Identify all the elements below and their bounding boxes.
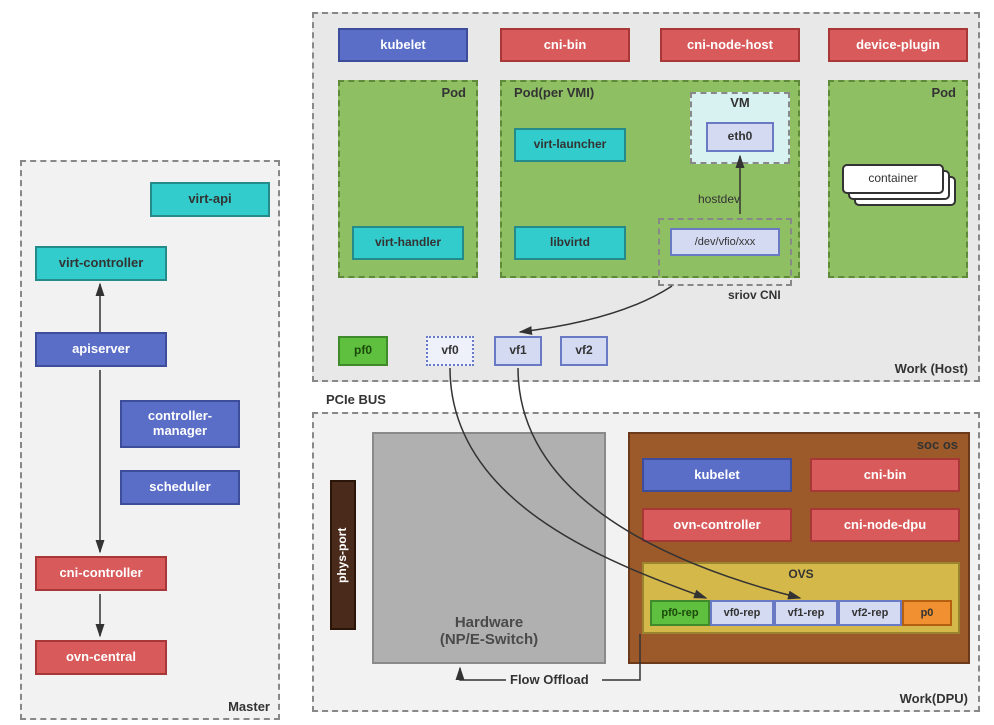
virt-launcher: virt-launcher bbox=[514, 128, 626, 162]
hostdev-label: hostdev bbox=[698, 192, 740, 206]
virt-controller: virt-controller bbox=[35, 246, 167, 281]
pcie-bus-label: PCIe BUS bbox=[326, 392, 386, 407]
vf0-rep: vf0-rep bbox=[710, 600, 774, 626]
vm-label: VM bbox=[730, 96, 750, 111]
vf1: vf1 bbox=[494, 336, 542, 366]
host-device-plugin: device-plugin bbox=[828, 28, 968, 62]
work-dpu-label: Work(DPU) bbox=[900, 691, 968, 706]
scheduler: scheduler bbox=[120, 470, 240, 505]
vf0: vf0 bbox=[426, 336, 474, 366]
cni-controller: cni-controller bbox=[35, 556, 167, 591]
dpu-cni-bin: cni-bin bbox=[810, 458, 960, 492]
virt-api: virt-api bbox=[150, 182, 270, 217]
host-kubelet: kubelet bbox=[338, 28, 468, 62]
dpu-cni-node-dpu: cni-node-dpu bbox=[810, 508, 960, 542]
dpu-ovn-controller: ovn-controller bbox=[642, 508, 792, 542]
apiserver: apiserver bbox=[35, 332, 167, 367]
ovs-label: OVS bbox=[788, 568, 813, 582]
host-cni-node-host: cni-node-host bbox=[660, 28, 800, 62]
dpu-kubelet: kubelet bbox=[642, 458, 792, 492]
ovn-central: ovn-central bbox=[35, 640, 167, 675]
phys-port: phys-port bbox=[330, 480, 356, 630]
hardware-block: Hardware (NP/E-Switch) bbox=[372, 432, 606, 664]
pod2-label: Pod(per VMI) bbox=[514, 86, 594, 101]
controller-manager: controller- manager bbox=[120, 400, 240, 448]
p0: p0 bbox=[902, 600, 952, 626]
pf0-rep: pf0-rep bbox=[650, 600, 710, 626]
soc-os-label: soc os bbox=[917, 438, 958, 453]
vf2-rep: vf2-rep bbox=[838, 600, 902, 626]
master-label: Master bbox=[228, 699, 270, 714]
pf0: pf0 bbox=[338, 336, 388, 366]
work-host-label: Work (Host) bbox=[895, 361, 968, 376]
eth0: eth0 bbox=[706, 122, 774, 152]
sriov-cni-label: sriov CNI bbox=[728, 288, 781, 302]
vf1-rep: vf1-rep bbox=[774, 600, 838, 626]
flow-offload-label: Flow Offload bbox=[510, 672, 589, 687]
vf2: vf2 bbox=[560, 336, 608, 366]
dev-vfio: /dev/vfio/xxx bbox=[670, 228, 780, 256]
virt-handler: virt-handler bbox=[352, 226, 464, 260]
pod3-label: Pod bbox=[931, 86, 956, 101]
pod1-label: Pod bbox=[441, 86, 466, 101]
container-stack-1: container bbox=[842, 164, 944, 194]
libvirtd: libvirtd bbox=[514, 226, 626, 260]
host-cni-bin: cni-bin bbox=[500, 28, 630, 62]
